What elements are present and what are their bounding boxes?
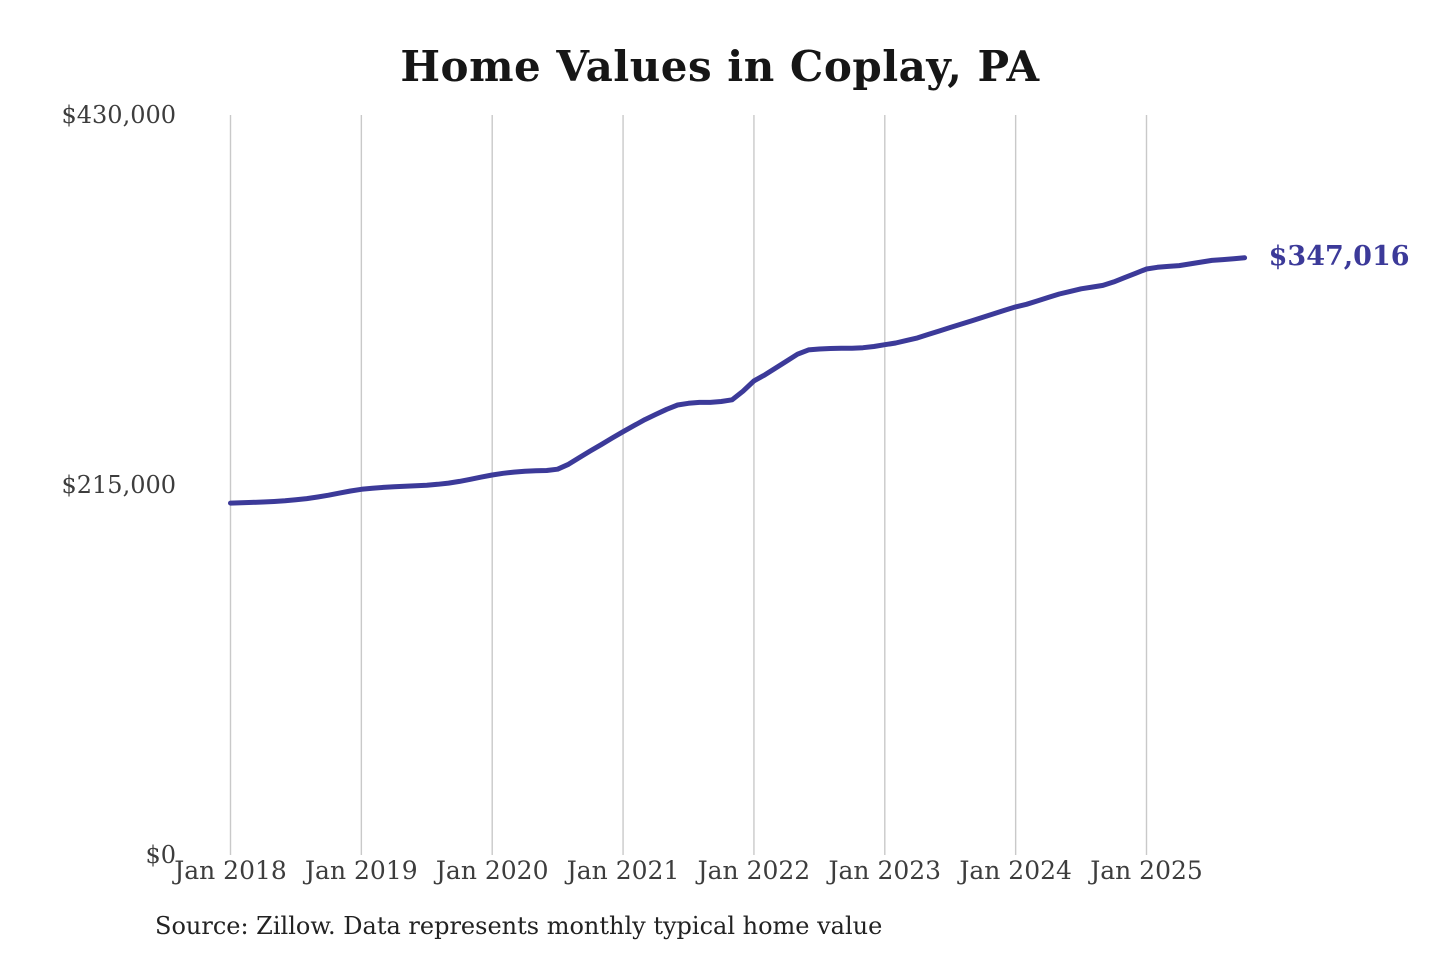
- home-value-line: [228, 255, 1248, 506]
- y-axis-tick-label: $430,000: [61, 101, 176, 129]
- x-axis-tick-label: Jan 2019: [305, 856, 418, 885]
- x-axis-tick-label: Jan 2023: [828, 856, 942, 885]
- y-axis-tick-label: $215,000: [61, 471, 176, 499]
- x-axis-tick-label: Jan 2021: [566, 856, 680, 885]
- end-value-label: $347,016: [1268, 240, 1410, 272]
- source-note: Source: Zillow. Data represents monthly …: [155, 912, 883, 940]
- y-axis-tick-label: $0: [145, 841, 176, 869]
- x-axis-tick-label: Jan 2025: [1090, 856, 1203, 885]
- x-axis-tick-label: Jan 2020: [435, 856, 549, 885]
- x-axis-tick-label: Jan 2024: [959, 856, 1072, 885]
- gridline-layer: [229, 115, 1148, 855]
- x-axis-tick-label: Jan 2018: [174, 856, 287, 885]
- x-axis-tick-label: Jan 2022: [697, 856, 811, 885]
- page-title: Home Values in Coplay, PA: [400, 42, 1040, 91]
